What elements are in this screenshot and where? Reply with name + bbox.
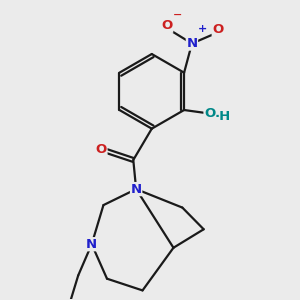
Text: O: O [96, 143, 107, 156]
Text: O: O [161, 19, 173, 32]
Text: O: O [204, 107, 215, 120]
Text: −: − [173, 10, 182, 20]
Text: N: N [186, 37, 197, 50]
Text: O: O [212, 23, 224, 36]
Text: ·H: ·H [215, 110, 231, 123]
Text: N: N [130, 183, 142, 196]
Text: +: + [198, 24, 207, 34]
Text: N: N [86, 238, 97, 251]
